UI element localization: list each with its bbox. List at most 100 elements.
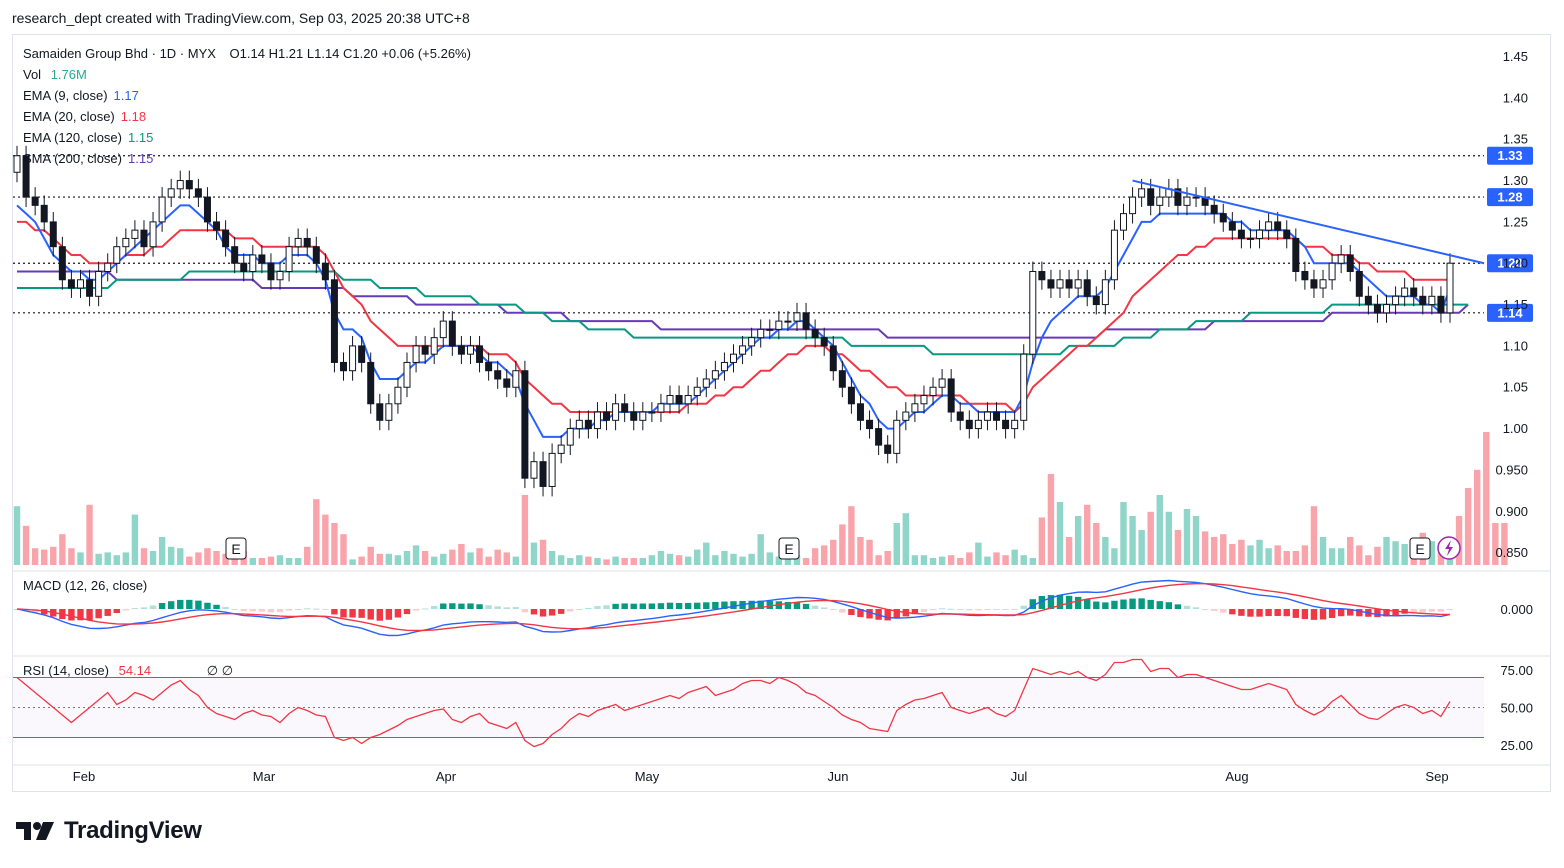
macd-histogram-bar [748, 600, 755, 609]
macd-histogram-bar [122, 609, 130, 611]
earnings-marker-letter: E [1415, 541, 1424, 557]
macd-histogram-bar [267, 609, 275, 613]
macd-histogram-bar [957, 609, 964, 610]
macd-histogram-bar [1265, 609, 1272, 617]
macd-histogram-bar [313, 608, 320, 610]
ema120-value: 1.15 [128, 130, 154, 145]
volume-legend: Vol 1.76M [23, 64, 471, 85]
volume-bar [675, 555, 683, 565]
macd-histogram-bar [1029, 599, 1036, 609]
macd-histogram-bar [966, 609, 973, 611]
volume-bar [1220, 534, 1227, 565]
volume-bar [476, 548, 483, 565]
candle-body [1047, 279, 1055, 289]
volume-bar [340, 534, 347, 565]
volume-bar [612, 556, 619, 565]
candle-body [621, 403, 629, 413]
candle-body [838, 370, 846, 388]
candle-body [902, 411, 910, 421]
macd-histogram-bar [993, 609, 1000, 610]
volume-bar [1337, 548, 1345, 565]
candle-body [1029, 270, 1037, 355]
candle-body [1083, 279, 1091, 297]
candle-body [95, 270, 103, 297]
candle-body [757, 328, 765, 339]
volume-bar [784, 558, 792, 565]
volume-label: Vol [23, 67, 42, 82]
macd-histogram-bar [621, 603, 628, 609]
macd-histogram-bar [476, 604, 483, 609]
rsi-pane: 75.00 50.00 25.00 [13, 570, 1550, 766]
candle-body [349, 345, 357, 372]
candle-body [1419, 295, 1427, 306]
candle-body [612, 403, 620, 421]
earnings-marker[interactable]: E [778, 537, 800, 560]
candle-body [1301, 270, 1309, 281]
candle-body [820, 337, 828, 347]
candle-body [766, 328, 774, 331]
macd-histogram-bar [721, 601, 728, 609]
macd-histogram-bar [703, 602, 710, 609]
tradingview-logo[interactable]: TradingView [16, 817, 202, 845]
candle-body [1002, 419, 1010, 430]
candle-body [267, 262, 275, 281]
volume-bar [249, 558, 257, 565]
volume-bar [793, 555, 801, 565]
candle-body [503, 378, 511, 388]
earnings-marker-letter: E [231, 541, 240, 557]
macd-histogram-bar [1084, 599, 1091, 609]
candle-body [485, 361, 493, 372]
candle-body [702, 378, 710, 388]
price-level-tag [1487, 146, 1533, 165]
macd-histogram-bar [866, 609, 873, 619]
macd-histogram-bar [1283, 609, 1290, 617]
volume-bar [684, 556, 692, 565]
candle-body [847, 386, 855, 405]
macd-histogram-bar [367, 609, 374, 620]
volume-bar [902, 513, 910, 565]
candle-body [920, 395, 928, 405]
macd-pane: 0.000 [13, 579, 1533, 637]
macd-histogram-bar [567, 609, 574, 612]
candle-body [802, 312, 810, 330]
macd-histogram-bar [730, 601, 737, 609]
macd-histogram-bar [131, 608, 139, 610]
rsi-tick-label: 25.00 [1500, 738, 1533, 753]
volume-bar [866, 539, 873, 565]
volume-bar [177, 548, 184, 565]
macd-histogram-bar [639, 603, 647, 609]
volume-bar [775, 556, 783, 565]
candle-body [258, 254, 266, 264]
macd-histogram-bar [385, 609, 393, 620]
candle-body [1355, 270, 1363, 297]
volume-bar [86, 504, 93, 565]
volume-bar [1074, 516, 1082, 565]
volume-bar [1274, 545, 1281, 565]
symbol-line: Samaiden Group Bhd · 1D · MYX O1.14 H1.2… [23, 43, 471, 64]
earnings-marker[interactable]: E [1409, 537, 1431, 560]
candle-body [421, 345, 429, 355]
candle-body [893, 419, 901, 454]
candle-body [367, 361, 375, 405]
earnings-marker[interactable]: E [225, 537, 247, 560]
rsi-line [16, 658, 1451, 748]
candle-body [720, 361, 728, 372]
candle-body [1328, 262, 1336, 281]
volume-bar [893, 523, 900, 565]
macd-histogram-bar [539, 609, 547, 617]
candle-body [530, 461, 538, 479]
price-tick-label: 0.900 [1495, 504, 1528, 519]
volume-bar [1047, 474, 1055, 565]
candle-body [330, 279, 338, 363]
macd-histogram-bar [1428, 609, 1436, 612]
candle-body [1038, 270, 1046, 281]
volume-bar [621, 558, 628, 565]
volume-bar [567, 558, 574, 565]
trendline[interactable] [1132, 179, 1485, 265]
macd-histogram-bar [521, 609, 529, 613]
candle-body [566, 428, 574, 446]
volume-bar [839, 524, 846, 565]
volume-bar [213, 551, 220, 565]
